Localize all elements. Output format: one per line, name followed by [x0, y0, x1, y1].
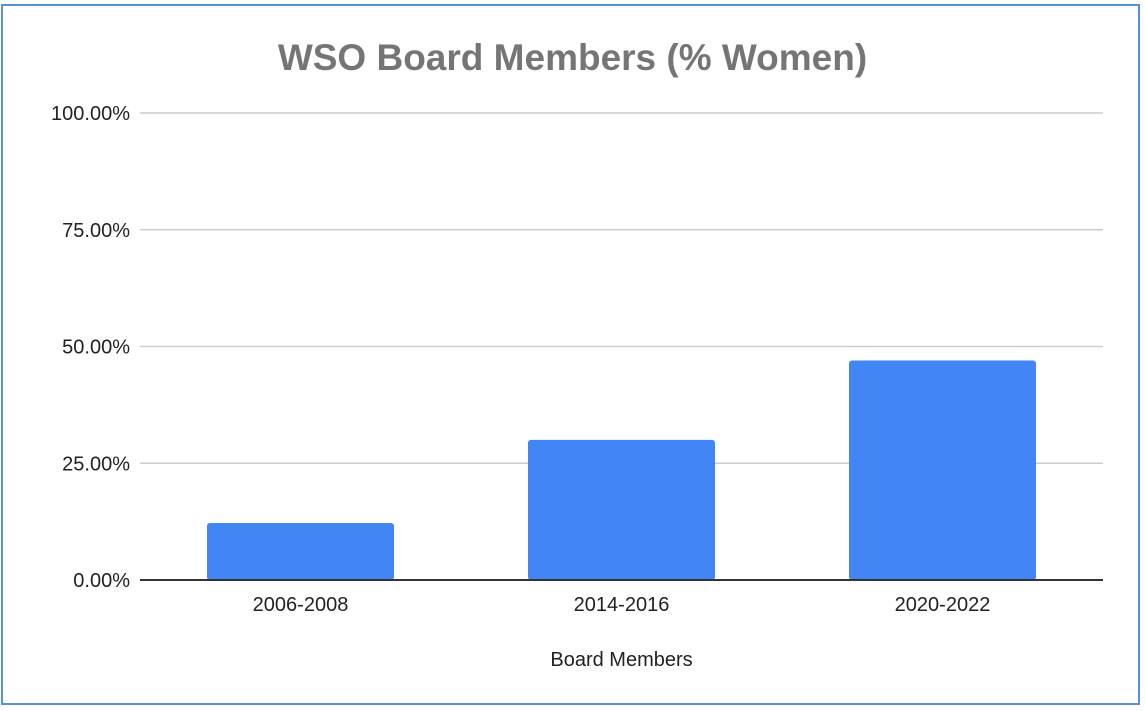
chart-title: WSO Board Members (% Women): [277, 37, 868, 78]
x-axis-ticks: 2006-2008 2014-2016 2020-2022: [253, 594, 991, 616]
x-tick-label: 2014-2016: [574, 594, 670, 616]
bar: [528, 439, 715, 580]
bars: [207, 360, 1036, 580]
x-axis-title: Board Members: [550, 649, 692, 671]
y-axis-ticks: 0.00% 25.00% 50.00% 75.00% 100.00%: [51, 103, 130, 592]
bar: [207, 523, 394, 580]
y-tick-label: 0.00%: [73, 570, 130, 592]
chart-frame: [1, 4, 1140, 705]
y-tick-label: 75.00%: [62, 220, 130, 242]
y-tick-label: 100.00%: [51, 103, 130, 125]
x-tick-label: 2020-2022: [895, 594, 991, 616]
y-tick-label: 25.00%: [62, 453, 130, 475]
y-tick-label: 50.00%: [62, 337, 130, 359]
bar: [849, 360, 1036, 580]
x-tick-label: 2006-2008: [253, 594, 349, 616]
